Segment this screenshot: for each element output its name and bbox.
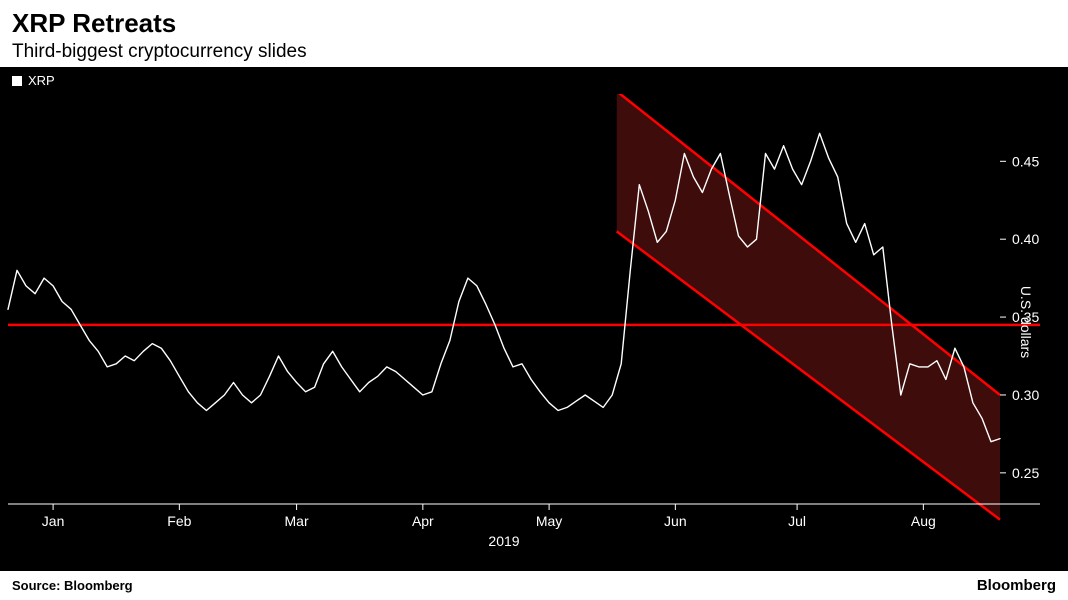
- x-tick-label: Jun: [664, 513, 687, 529]
- chart-area: 0.250.300.350.400.45JanFebMarAprMayJunJu…: [0, 94, 1068, 549]
- y-tick-label: 0.45: [1012, 153, 1039, 169]
- x-tick-label: Jan: [42, 513, 65, 529]
- x-tick-label: Apr: [412, 513, 434, 529]
- x-tick-label: May: [536, 513, 562, 529]
- x-tick-label: Aug: [911, 513, 936, 529]
- legend-label: XRP: [28, 73, 55, 88]
- y-tick-label: 0.30: [1012, 387, 1039, 403]
- x-tick-label: Jul: [788, 513, 806, 529]
- y-tick-label: 0.40: [1012, 231, 1039, 247]
- y-axis-title: U.S. dollars: [1018, 285, 1034, 357]
- legend-swatch: [12, 76, 22, 86]
- chart-subtitle: Third-biggest cryptocurrency slides: [12, 41, 1056, 63]
- chart-legend: XRP: [0, 67, 1068, 94]
- y-tick-label: 0.25: [1012, 465, 1039, 481]
- x-tick-label: Mar: [285, 513, 309, 529]
- chart-title: XRP Retreats: [12, 8, 1056, 39]
- x-tick-label: Feb: [167, 513, 191, 529]
- watermark-label: Bloomberg: [977, 577, 1056, 594]
- trend-channel-fill: [617, 94, 1000, 520]
- x-axis-year-label: 2019: [488, 533, 519, 549]
- chart-header: XRP Retreats Third-biggest cryptocurrenc…: [0, 0, 1068, 67]
- price-chart-svg: 0.250.300.350.400.45JanFebMarAprMayJunJu…: [0, 94, 1068, 549]
- chart-footer: Source: Bloomberg Bloomberg: [0, 571, 1068, 600]
- source-label: Source: Bloomberg: [12, 578, 133, 593]
